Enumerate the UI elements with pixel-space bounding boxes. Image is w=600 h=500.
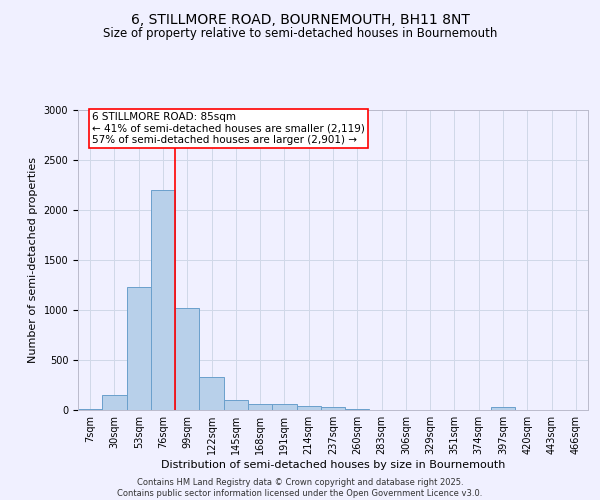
- Bar: [175, 308, 199, 410]
- Text: Contains HM Land Registry data © Crown copyright and database right 2025.
Contai: Contains HM Land Registry data © Crown c…: [118, 478, 482, 498]
- Bar: [199, 377, 224, 410]
- Bar: [296, 406, 321, 410]
- Bar: [224, 400, 248, 410]
- X-axis label: Distribution of semi-detached houses by size in Bournemouth: Distribution of semi-detached houses by …: [161, 460, 505, 470]
- Bar: [102, 395, 127, 410]
- Text: 6 STILLMORE ROAD: 85sqm
← 41% of semi-detached houses are smaller (2,119)
57% of: 6 STILLMORE ROAD: 85sqm ← 41% of semi-de…: [92, 112, 365, 145]
- Bar: [491, 407, 515, 410]
- Bar: [272, 404, 296, 410]
- Text: 6, STILLMORE ROAD, BOURNEMOUTH, BH11 8NT: 6, STILLMORE ROAD, BOURNEMOUTH, BH11 8NT: [131, 12, 469, 26]
- Bar: [321, 407, 345, 410]
- Y-axis label: Number of semi-detached properties: Number of semi-detached properties: [28, 157, 38, 363]
- Bar: [127, 287, 151, 410]
- Bar: [248, 404, 272, 410]
- Bar: [151, 190, 175, 410]
- Bar: [78, 409, 102, 410]
- Text: Size of property relative to semi-detached houses in Bournemouth: Size of property relative to semi-detach…: [103, 28, 497, 40]
- Bar: [345, 409, 370, 410]
